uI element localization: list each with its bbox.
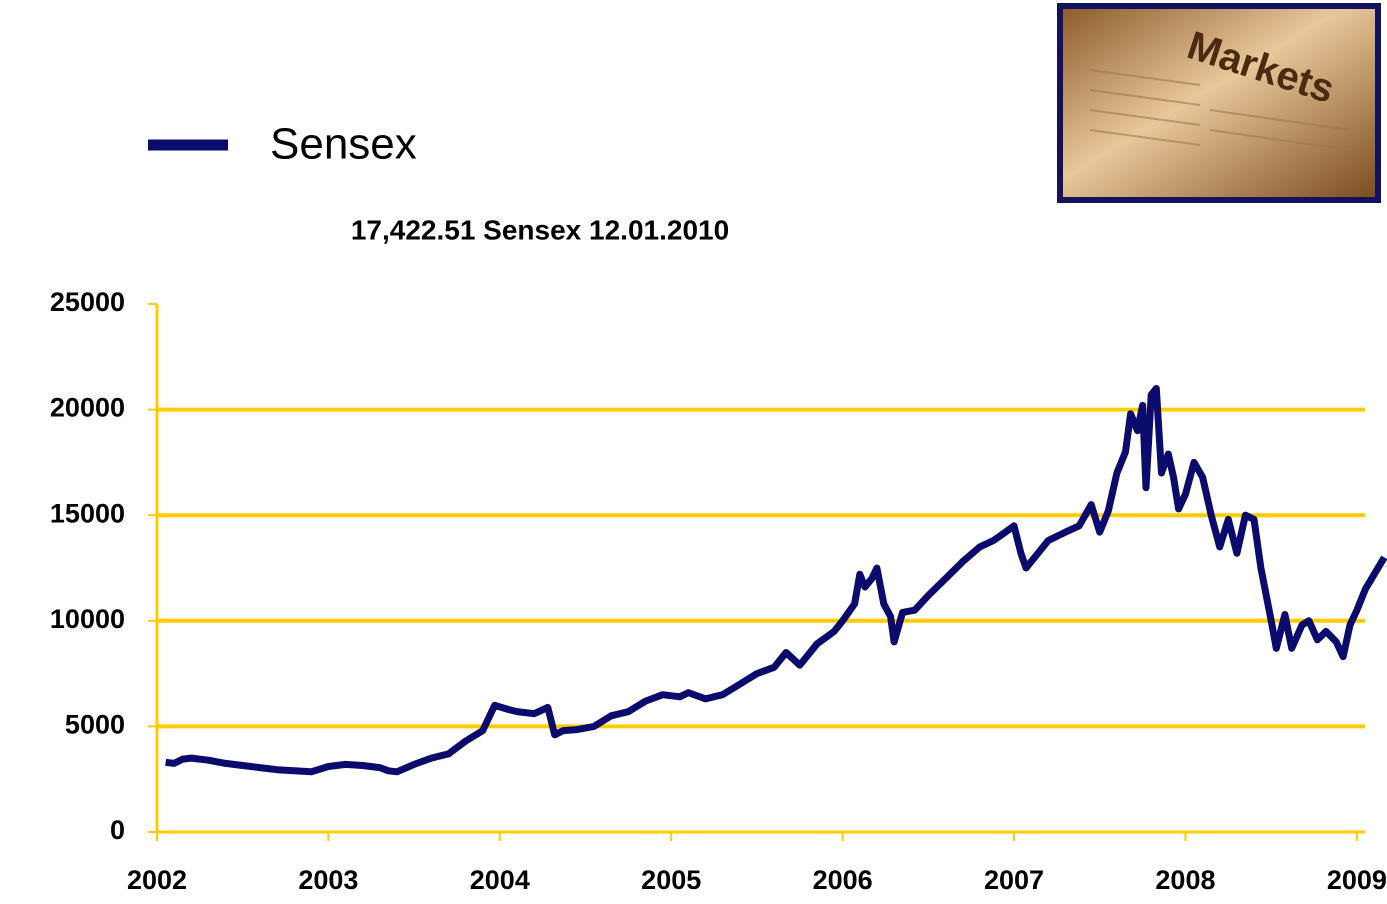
y-tick-label: 10000 <box>50 604 125 634</box>
image-lines <box>1089 69 1351 151</box>
x-tick-label: 2008 <box>1155 865 1215 895</box>
chart-subtitle: 17,422.51 Sensex 12.01.2010 <box>351 214 729 245</box>
y-tick-label: 5000 <box>65 710 125 740</box>
x-tick-label: 2002 <box>127 865 187 895</box>
legend-label: Sensex <box>270 120 417 169</box>
x-tick-label: 2005 <box>641 865 701 895</box>
data-line <box>165 385 1387 776</box>
y-tick-label: 15000 <box>50 498 125 528</box>
x-tick-label: 2004 <box>470 865 530 895</box>
y-tick-label: 20000 <box>50 393 125 423</box>
x-tick-label: 2003 <box>298 865 358 895</box>
markets-image: Markets <box>1057 3 1381 203</box>
x-tick-label: 2007 <box>984 865 1044 895</box>
image-frame <box>1057 3 1381 203</box>
y-tick-label: 0 <box>110 815 125 845</box>
y-tick-label: 25000 <box>50 287 125 317</box>
x-tick-label: 2009 <box>1327 865 1387 895</box>
x-tick-label: 2006 <box>813 865 873 895</box>
